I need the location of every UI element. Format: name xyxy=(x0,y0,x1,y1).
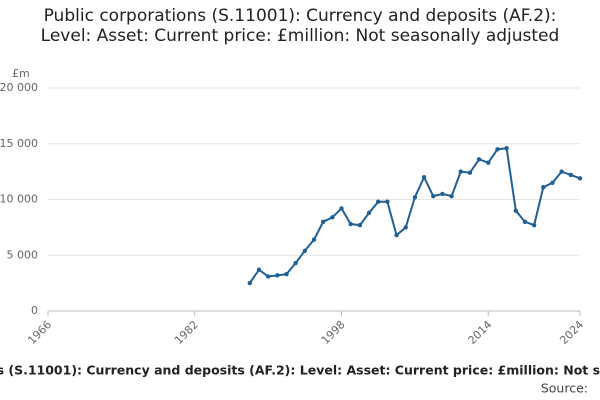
data-point xyxy=(467,170,473,175)
x-tick-label: 1966 xyxy=(25,318,54,347)
data-point xyxy=(376,199,381,204)
data-point xyxy=(293,260,298,266)
data-point xyxy=(504,146,509,151)
data-point xyxy=(256,267,262,272)
data-point xyxy=(247,280,252,286)
source-label: Source: xyxy=(541,381,588,396)
data-point xyxy=(348,221,353,227)
data-point xyxy=(486,160,491,165)
x-tick-label: 2024 xyxy=(557,318,586,347)
data-point xyxy=(357,222,363,228)
data-point xyxy=(541,185,546,190)
data-point xyxy=(458,169,463,174)
data-point xyxy=(275,273,280,278)
y-tick-label: 10 000 xyxy=(0,193,38,206)
data-point xyxy=(476,157,482,162)
data-point xyxy=(412,195,418,200)
chart-title: Public corporations (S.11001): Currency … xyxy=(40,6,560,46)
footer-series-name: Public corporations (S.11001): Currency … xyxy=(0,363,600,378)
data-point xyxy=(366,210,372,216)
data-point xyxy=(302,248,308,253)
data-point xyxy=(513,208,518,213)
x-tick-label: 1982 xyxy=(172,318,201,347)
data-point xyxy=(495,147,500,152)
y-tick-label: 0 xyxy=(31,304,38,317)
data-point xyxy=(421,175,427,180)
data-point xyxy=(265,274,271,279)
data-point xyxy=(330,215,335,220)
line-series xyxy=(248,147,581,284)
data-point xyxy=(311,237,317,242)
data-point xyxy=(339,206,344,211)
data-point xyxy=(403,225,408,230)
data-point xyxy=(577,176,583,181)
data-point xyxy=(531,222,537,228)
data-point xyxy=(550,180,555,185)
data-point xyxy=(385,199,390,204)
data-point xyxy=(431,193,436,199)
y-axis-label: £m xyxy=(12,67,30,80)
x-tick-label: 2014 xyxy=(466,318,495,347)
data-point xyxy=(522,219,528,224)
y-tick-label: 5 000 xyxy=(7,248,39,261)
data-point xyxy=(440,191,445,197)
data-point xyxy=(449,193,454,199)
data-point xyxy=(568,172,574,178)
y-tick-label: 20 000 xyxy=(0,81,38,94)
data-point xyxy=(559,169,564,174)
x-tick-label: 1998 xyxy=(319,318,348,347)
data-point xyxy=(284,272,289,277)
y-tick-label: 15 000 xyxy=(0,137,38,150)
data-point xyxy=(394,232,399,238)
data-point xyxy=(320,219,326,224)
